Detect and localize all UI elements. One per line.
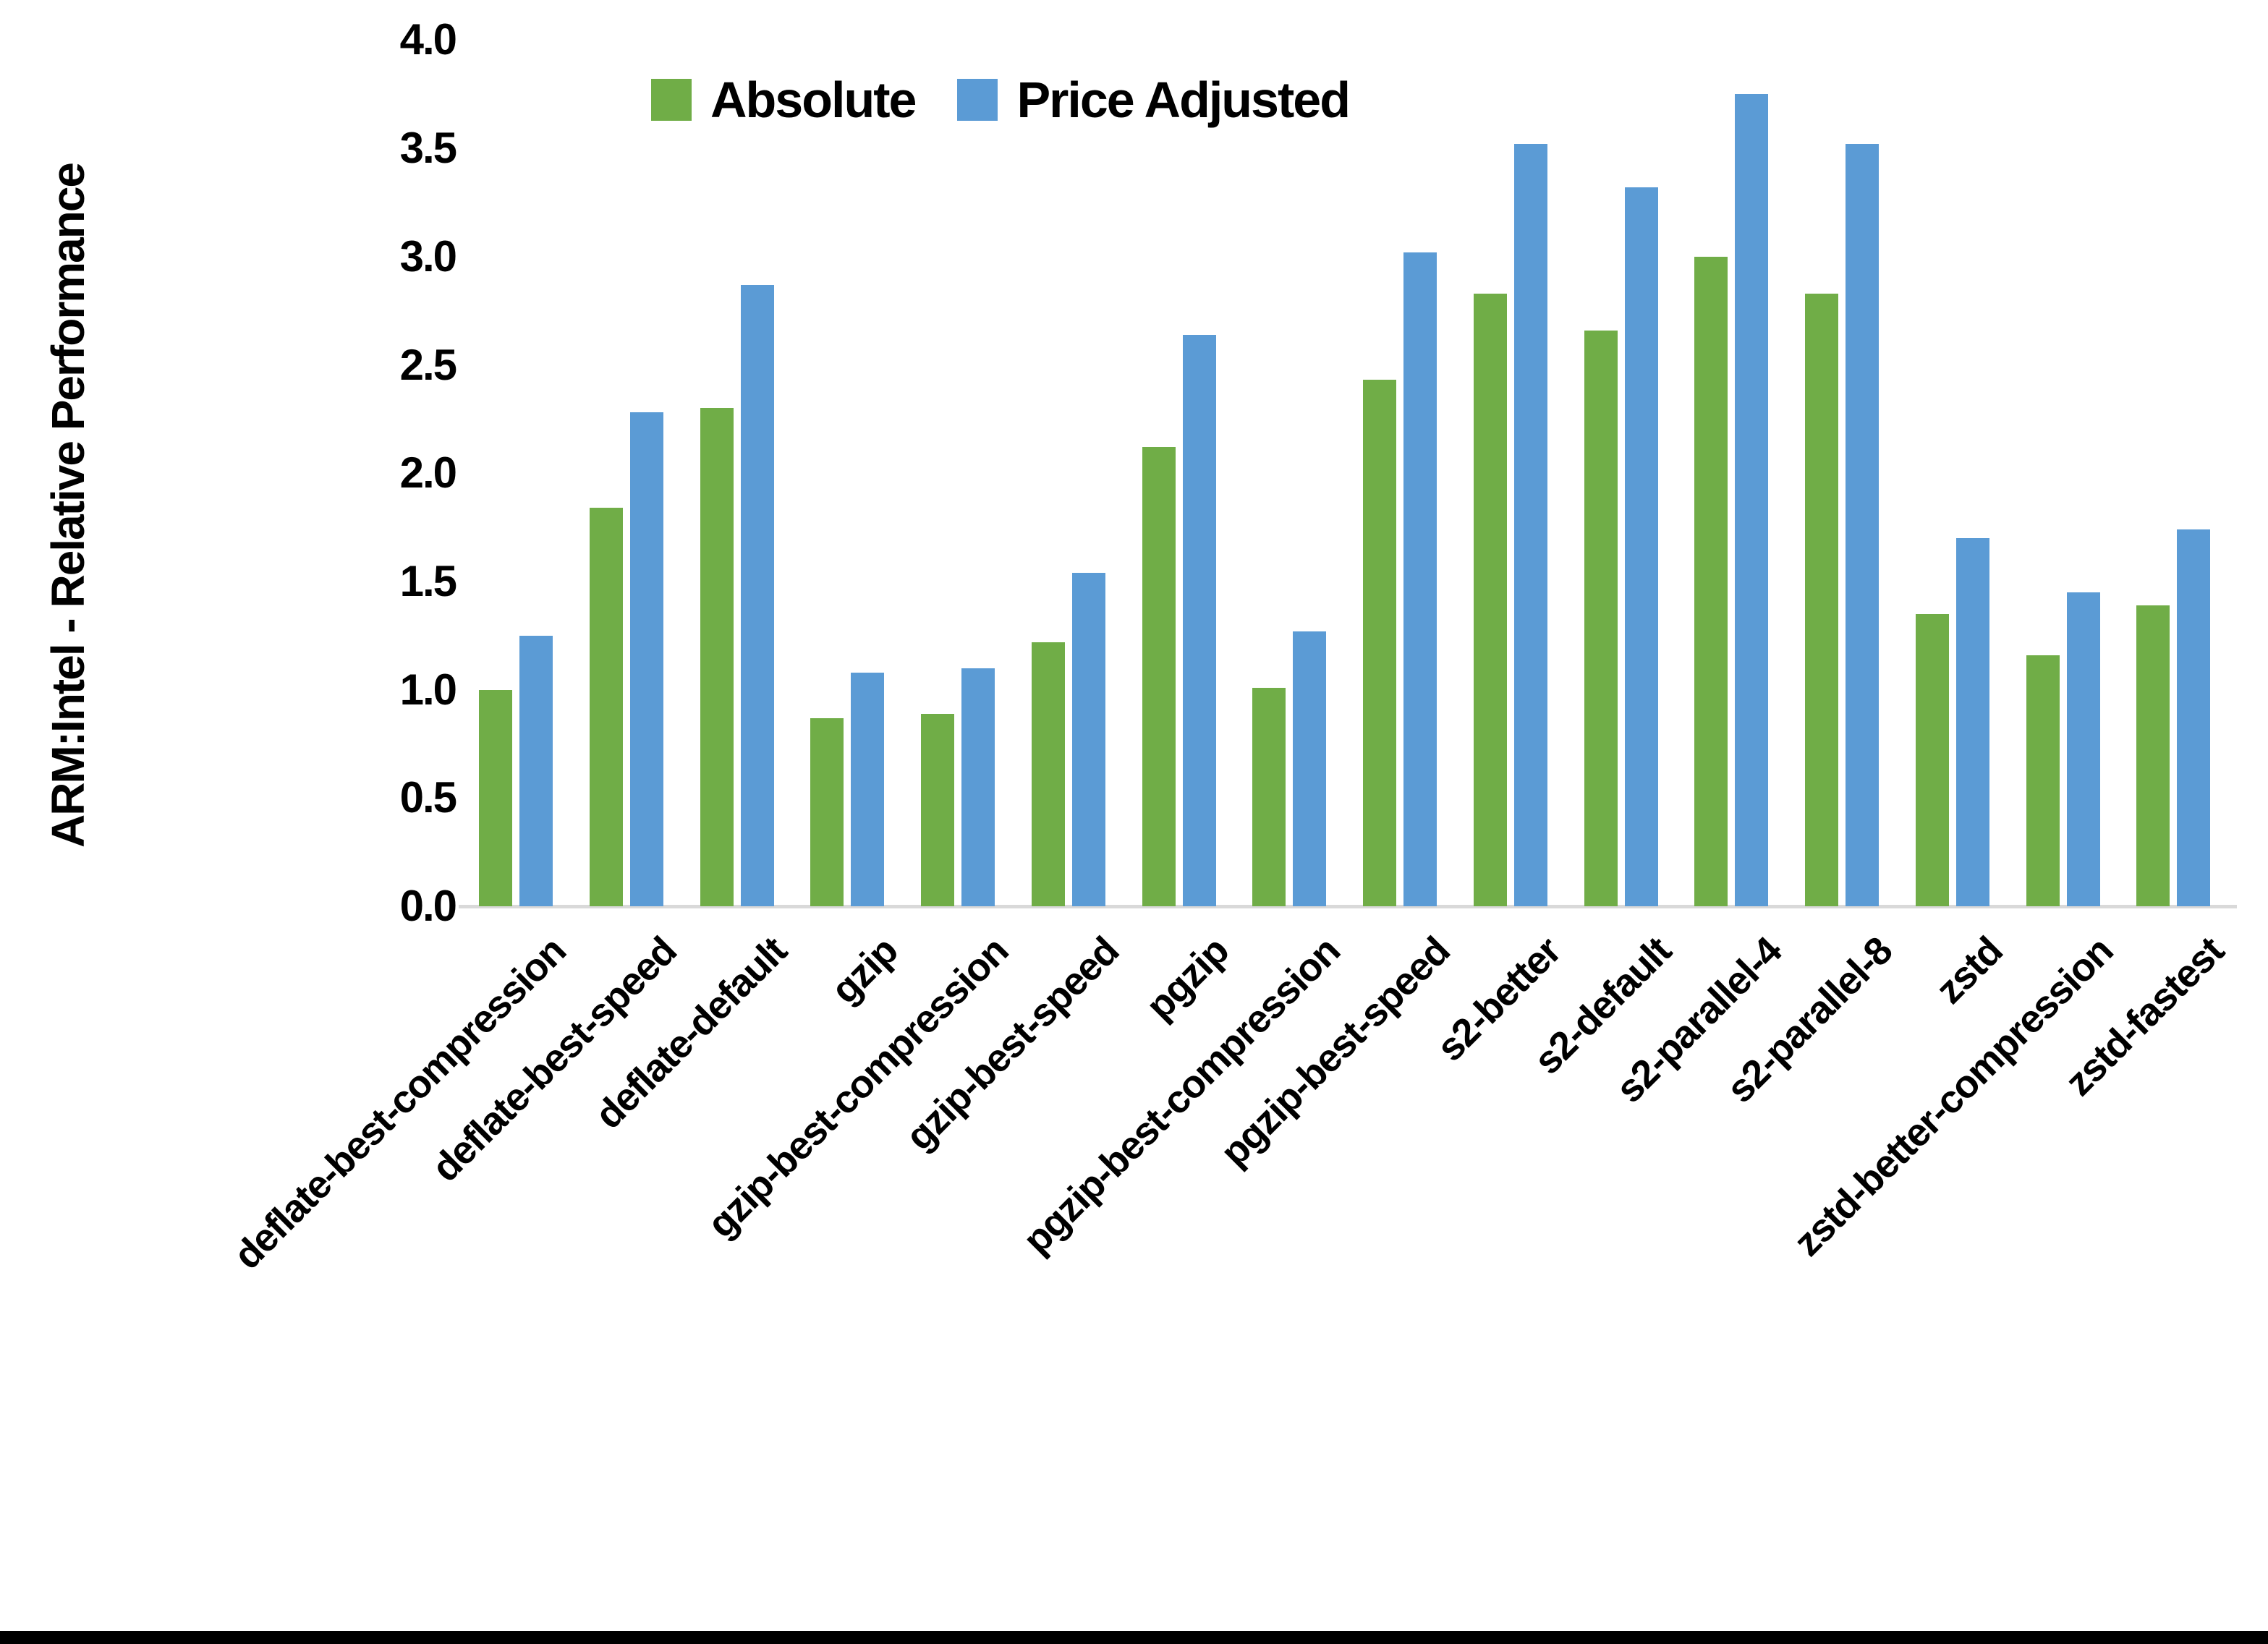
bar-price-adjusted-pgzip-best-compression <box>1293 631 1326 906</box>
bar-absolute-pgzip-best-speed <box>1363 380 1396 906</box>
bottom-border <box>0 1631 2268 1644</box>
bar-absolute-deflate-best-compression <box>479 690 512 906</box>
legend-swatch-price-adjusted <box>957 79 998 121</box>
bar-price-adjusted-zstd <box>1956 538 1989 906</box>
x-tick-label-deflate-default: deflate-default <box>587 929 796 1138</box>
bar-absolute-s2-better <box>1474 294 1507 906</box>
y-tick-label-2.0: 2.0 <box>399 448 457 498</box>
bar-absolute-s2-default <box>1584 331 1618 906</box>
bar-price-adjusted-zstd-better-compression <box>2067 592 2100 906</box>
legend-label-price-adjusted: Price Adjusted <box>1016 72 1351 128</box>
bar-absolute-pgzip <box>1142 447 1176 906</box>
bar-absolute-gzip-best-speed <box>1032 642 1065 906</box>
x-tick-label-zstd: zstd <box>1927 929 2011 1013</box>
x-tick-label-pgzip: pgzip <box>1138 929 1238 1028</box>
bar-price-adjusted-gzip-best-speed <box>1072 573 1105 906</box>
bar-price-adjusted-deflate-default <box>741 285 774 906</box>
bar-price-adjusted-gzip <box>851 673 884 906</box>
legend-item-absolute: Absolute <box>651 71 917 129</box>
y-tick-label-3.5: 3.5 <box>399 124 457 173</box>
bar-price-adjusted-s2-parallel-4 <box>1735 94 1768 906</box>
y-tick-label-1.5: 1.5 <box>399 556 457 605</box>
y-tick-label-1.0: 1.0 <box>399 665 457 714</box>
bar-absolute-zstd-better-compression <box>2026 655 2060 906</box>
bar-absolute-gzip <box>810 718 844 906</box>
bar-price-adjusted-s2-parallel-8 <box>1846 144 1879 906</box>
x-axis-line <box>459 905 2237 908</box>
bar-absolute-s2-parallel-8 <box>1805 294 1838 906</box>
bar-absolute-zstd <box>1916 614 1949 906</box>
bar-price-adjusted-deflate-best-compression <box>519 636 553 906</box>
bar-price-adjusted-s2-default <box>1625 187 1658 906</box>
y-tick-label-2.5: 2.5 <box>399 340 457 389</box>
bar-price-adjusted-zstd-fastest <box>2177 529 2210 906</box>
bar-price-adjusted-deflate-best-speed <box>630 412 663 906</box>
bar-absolute-pgzip-best-compression <box>1252 688 1286 906</box>
y-axis-title: ARM:Intel - Relative Performance <box>42 163 94 848</box>
x-tick-label-gzip: gzip <box>823 929 906 1013</box>
y-tick-label-4.0: 4.0 <box>399 15 457 64</box>
bar-price-adjusted-s2-better <box>1514 144 1547 906</box>
legend: Absolute Price Adjusted <box>651 71 1351 129</box>
bar-absolute-deflate-default <box>700 408 734 906</box>
bar-absolute-deflate-best-speed <box>590 508 623 906</box>
legend-swatch-absolute <box>651 79 692 121</box>
bar-absolute-s2-parallel-4 <box>1694 257 1728 906</box>
legend-label-absolute: Absolute <box>710 72 917 128</box>
bar-absolute-gzip-best-compression <box>921 714 954 906</box>
bar-price-adjusted-gzip-best-compression <box>961 668 995 906</box>
y-tick-label-3.0: 3.0 <box>399 231 457 281</box>
y-tick-label-0.0: 0.0 <box>399 882 457 930</box>
y-tick-label-0.5: 0.5 <box>399 773 457 822</box>
bar-price-adjusted-pgzip <box>1183 335 1216 906</box>
bar-absolute-zstd-fastest <box>2136 605 2170 906</box>
bar-price-adjusted-pgzip-best-speed <box>1403 252 1437 906</box>
legend-item-price-adjusted: Price Adjusted <box>957 71 1351 129</box>
